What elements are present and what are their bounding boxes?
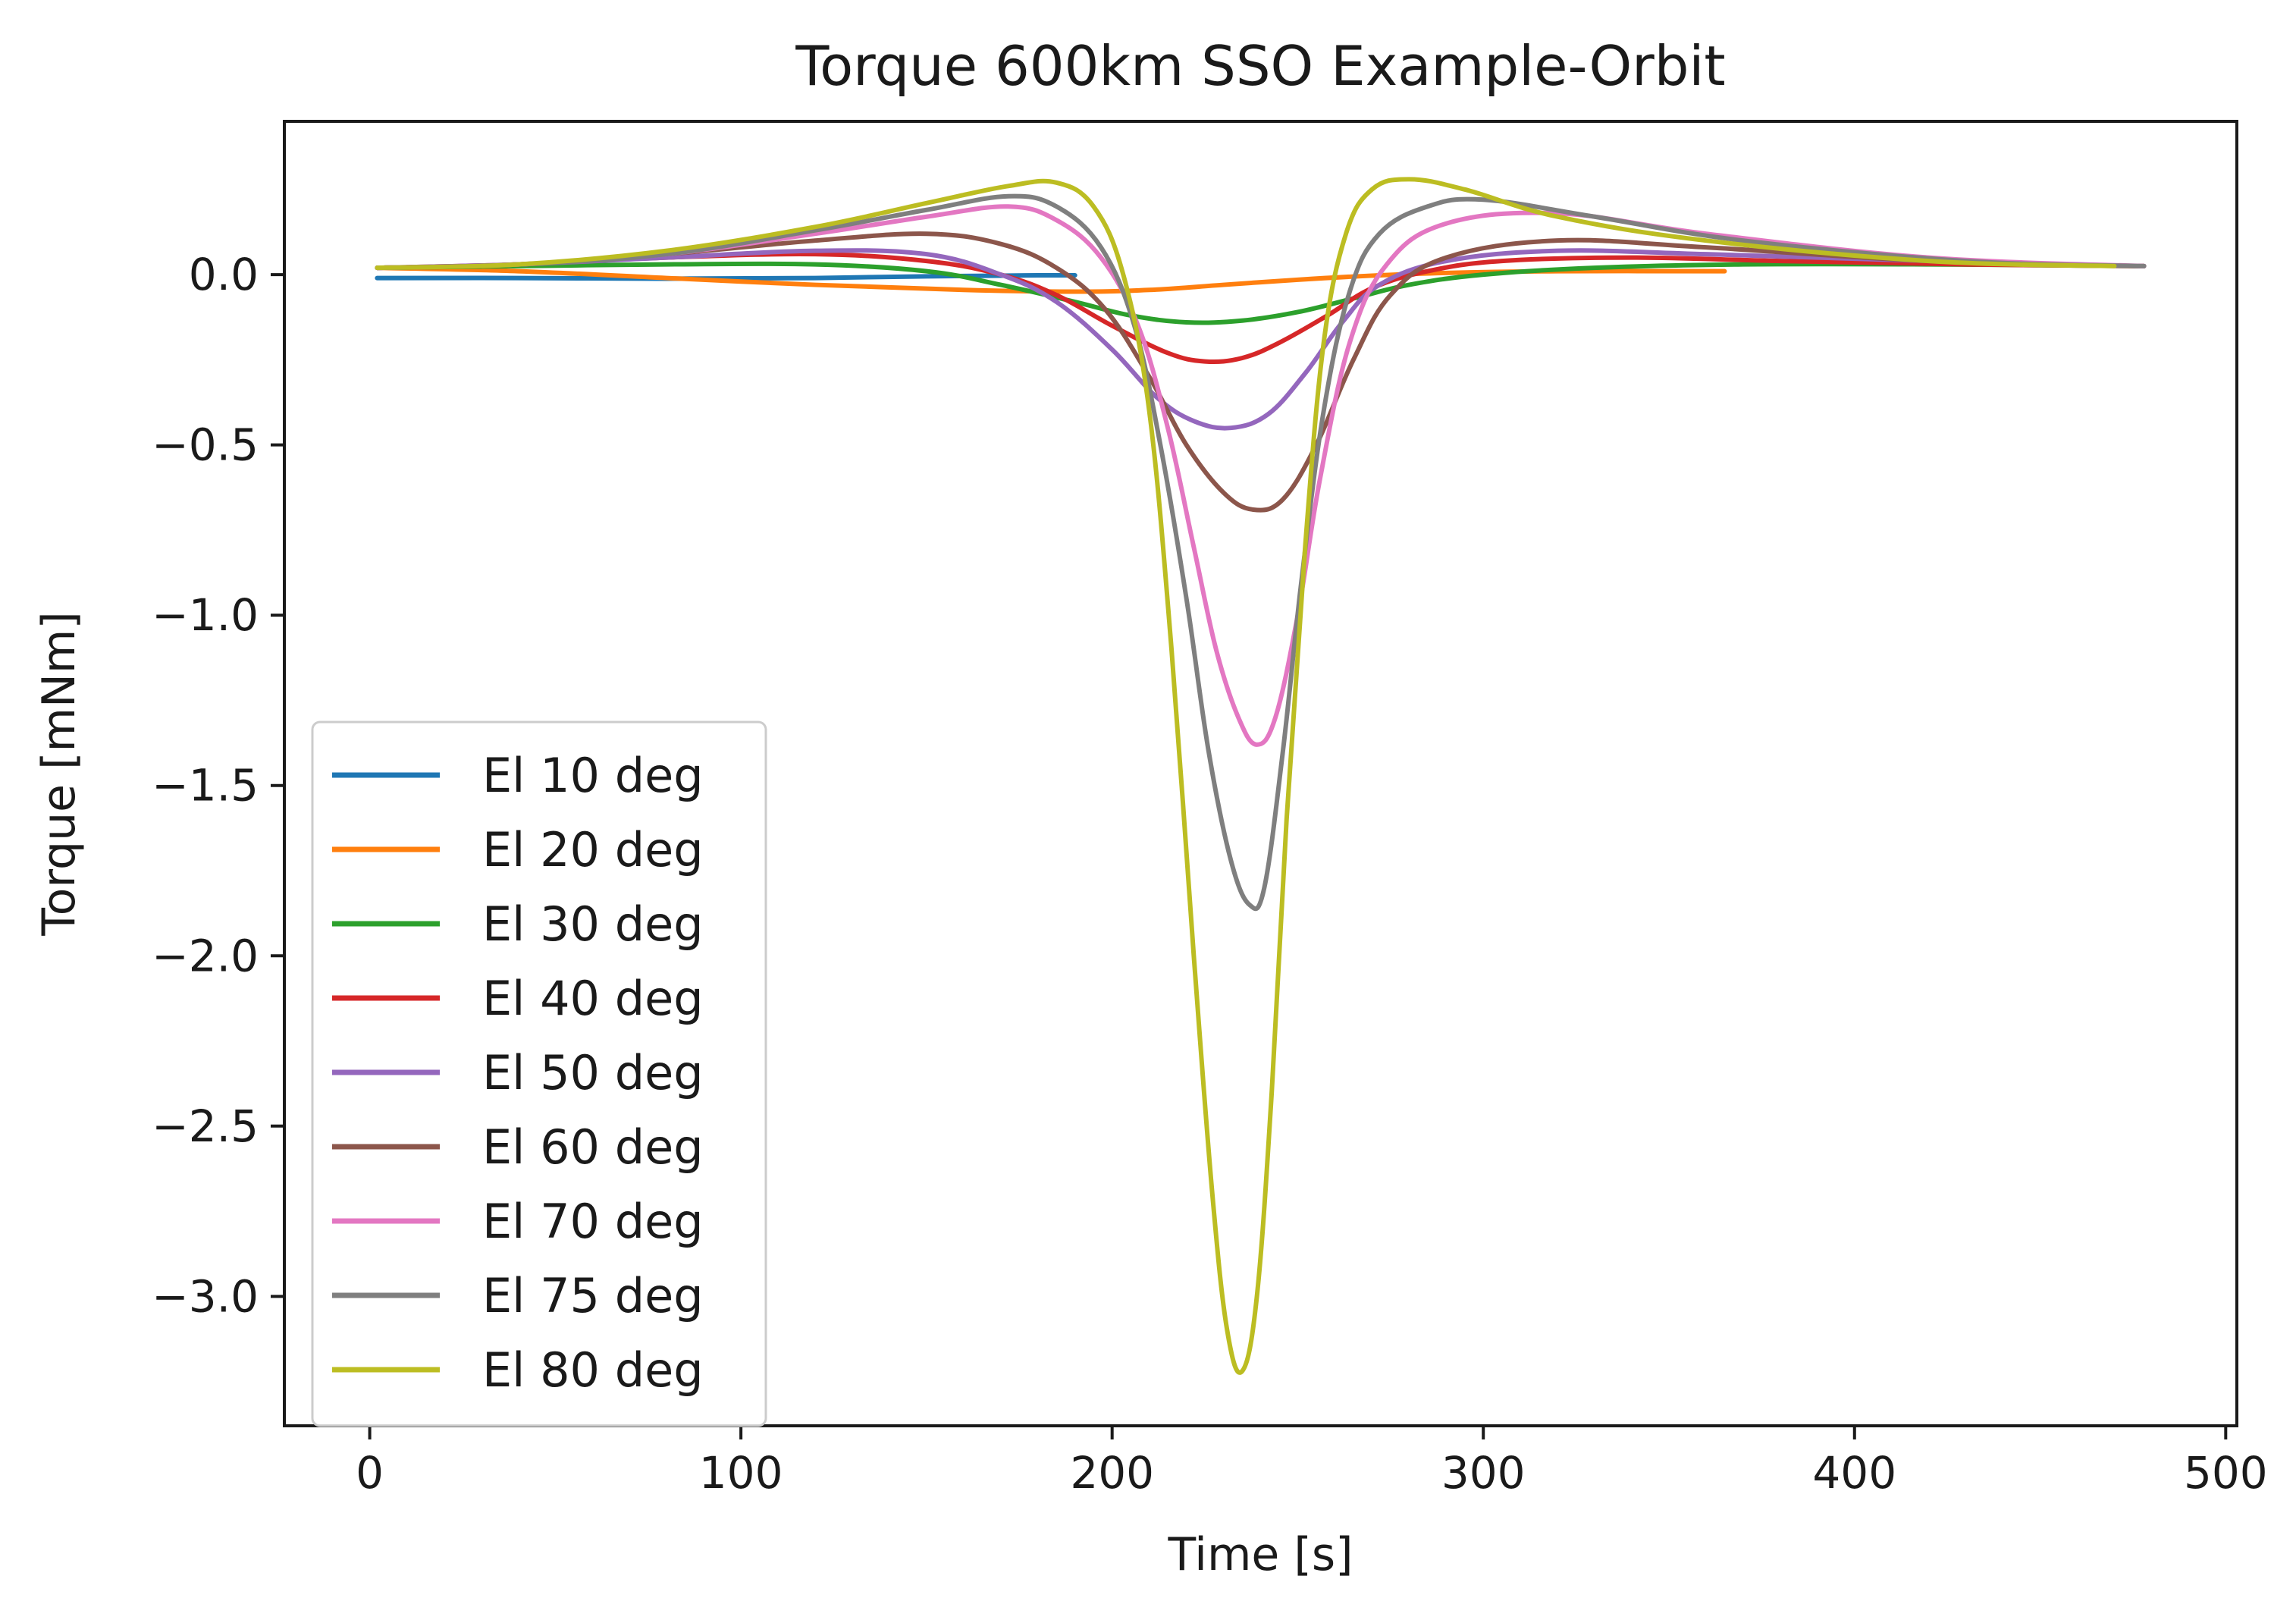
legend-label-el-50-deg: El 50 deg — [482, 1045, 704, 1100]
y-axis-label: Torque [mNm] — [33, 611, 86, 936]
series-line-el-10-deg — [375, 272, 1077, 281]
y-tick-label: −1.5 — [152, 760, 259, 811]
series-line-el-70-deg — [375, 204, 2147, 747]
x-tick-label: 400 — [1812, 1447, 1896, 1499]
x-axis-label: Time [s] — [1168, 1528, 1353, 1581]
plot-area — [283, 120, 2238, 1427]
y-tick-label: −2.5 — [152, 1100, 259, 1152]
series-lines — [375, 177, 2147, 1375]
series-line-el-20-deg — [375, 265, 1727, 294]
series-line-el-75-deg — [375, 193, 2147, 912]
legend-label-el-70-deg: El 70 deg — [482, 1194, 704, 1249]
legend-label-el-30-deg: El 30 deg — [482, 896, 704, 952]
legend-label-el-75-deg: El 75 deg — [482, 1268, 704, 1323]
series-line-el-50-deg — [375, 248, 2147, 431]
legend-box — [311, 720, 767, 1427]
legend-label-el-40-deg: El 40 deg — [482, 971, 704, 1026]
x-tick-label: 0 — [356, 1447, 384, 1499]
series-line-el-40-deg — [375, 252, 2147, 365]
legend-label-el-10-deg: El 10 deg — [482, 748, 704, 803]
x-tick-label: 100 — [699, 1447, 783, 1499]
series-line-el-80-deg — [375, 177, 2117, 1375]
series-line-el-60-deg — [375, 231, 2147, 513]
plot-frame — [283, 120, 2238, 1427]
legend: El 10 deg El 20 deg El 30 deg El 40 deg El 5… — [311, 720, 767, 1427]
y-tick-label: −0.5 — [152, 419, 259, 471]
legend-label-el-60-deg: El 60 deg — [482, 1119, 704, 1175]
y-tick-label: −1.0 — [152, 589, 259, 641]
legend-label-el-80-deg: El 80 deg — [482, 1342, 704, 1398]
x-axis: 0 100 200 300 400 500 — [356, 1426, 2268, 1499]
legend-label-el-20-deg: El 20 deg — [482, 822, 704, 877]
chart-title: Torque 600km SSO Example-Orbit — [795, 34, 1725, 98]
y-tick-label: −2.0 — [152, 930, 259, 981]
series-line-el-30-deg — [375, 261, 2147, 325]
x-tick-label: 300 — [1441, 1447, 1526, 1499]
y-tick-label: −3.0 — [152, 1270, 259, 1322]
x-tick-label: 200 — [1070, 1447, 1154, 1499]
y-tick-label: 0.0 — [189, 249, 259, 300]
y-axis: 0.0 −0.5 −1.0 −1.5 −2.0 −2.5 −3.0 — [152, 249, 284, 1322]
x-tick-label: 500 — [2184, 1447, 2268, 1499]
